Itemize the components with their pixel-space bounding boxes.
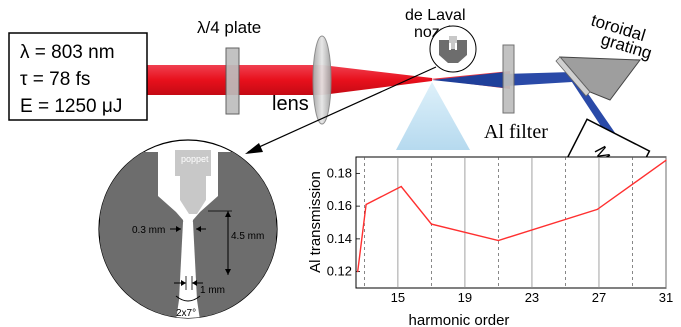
quarter-wave-plate [225,47,240,115]
data-point-2 [400,185,402,188]
laser-pulse-duration: τ = 78 fs [20,69,90,90]
laser-parameter-box [8,32,148,121]
y-tick-label-2: 0.16 [327,198,352,213]
x-tick-label-3: 27 [592,290,606,305]
x-tick-label-4: 31 [659,290,673,305]
zoom-arrow [247,66,437,153]
nozzle-length-label: 4.5 mm [231,231,264,242]
laser-energy: E = 1250 μJ [20,96,122,117]
y-tick-label-0: 0.12 [327,264,352,279]
chart-ylabel: Al transmission [307,171,324,273]
x-tick-label-0: 15 [391,290,405,305]
data-point-5 [596,208,598,210]
chart-points [357,159,667,273]
nozzle-detail: poppet 0.3 mm 4.5 mm 1 mm 2x7° [98,139,278,319]
y-tick-label-1: 0.14 [327,231,352,246]
x-tick-label-1: 19 [458,290,472,305]
data-point-3 [430,223,433,225]
al-transmission-chart: 15 19 23 27 31 0.12 0.14 0.16 0.18 Al transmissi… [307,156,674,327]
poppet [175,150,211,176]
data-point-4 [497,239,500,242]
chart-xlabel: harmonic order [409,312,510,327]
laser-wavelength: λ = 803 nm [20,42,115,63]
data-point-6 [665,159,667,161]
throat-diameter-label: 0.3 mm [132,225,165,236]
zoom-arrowhead [245,143,263,154]
xuv-emission-cone [396,82,470,150]
lens-label: lens [272,93,309,115]
nozzle-body-left [100,152,184,318]
x-tick-label-2: 23 [525,290,539,305]
data-point-1 [365,203,367,206]
xuv-beam-to-mcp [568,76,620,140]
poppet-label: poppet [181,154,209,164]
y-tick-label-3: 0.18 [327,165,352,180]
laser-beam-focusing [322,65,432,95]
focusing-lens [312,35,332,125]
nozzle-body-right [192,152,276,318]
chart-plot-area [355,156,667,289]
nozzle-small [429,25,477,73]
nozzle-label-line1: de Laval [405,7,466,24]
xuv-beam [432,72,505,88]
chart-ticks: 15 19 23 27 31 0.12 0.14 0.16 0.18 [327,165,674,305]
data-point-0 [357,271,359,273]
opening-angle-label: 2x7° [176,308,196,319]
aluminum-filter [502,44,515,114]
exit-diameter-label: 1 mm [200,285,225,296]
quarter-wave-plate-label: λ/4 plate [197,18,261,37]
xuv-beam-to-grating [505,72,572,86]
chart-grid [364,157,667,288]
al-filter-label: Al filter [484,121,548,143]
